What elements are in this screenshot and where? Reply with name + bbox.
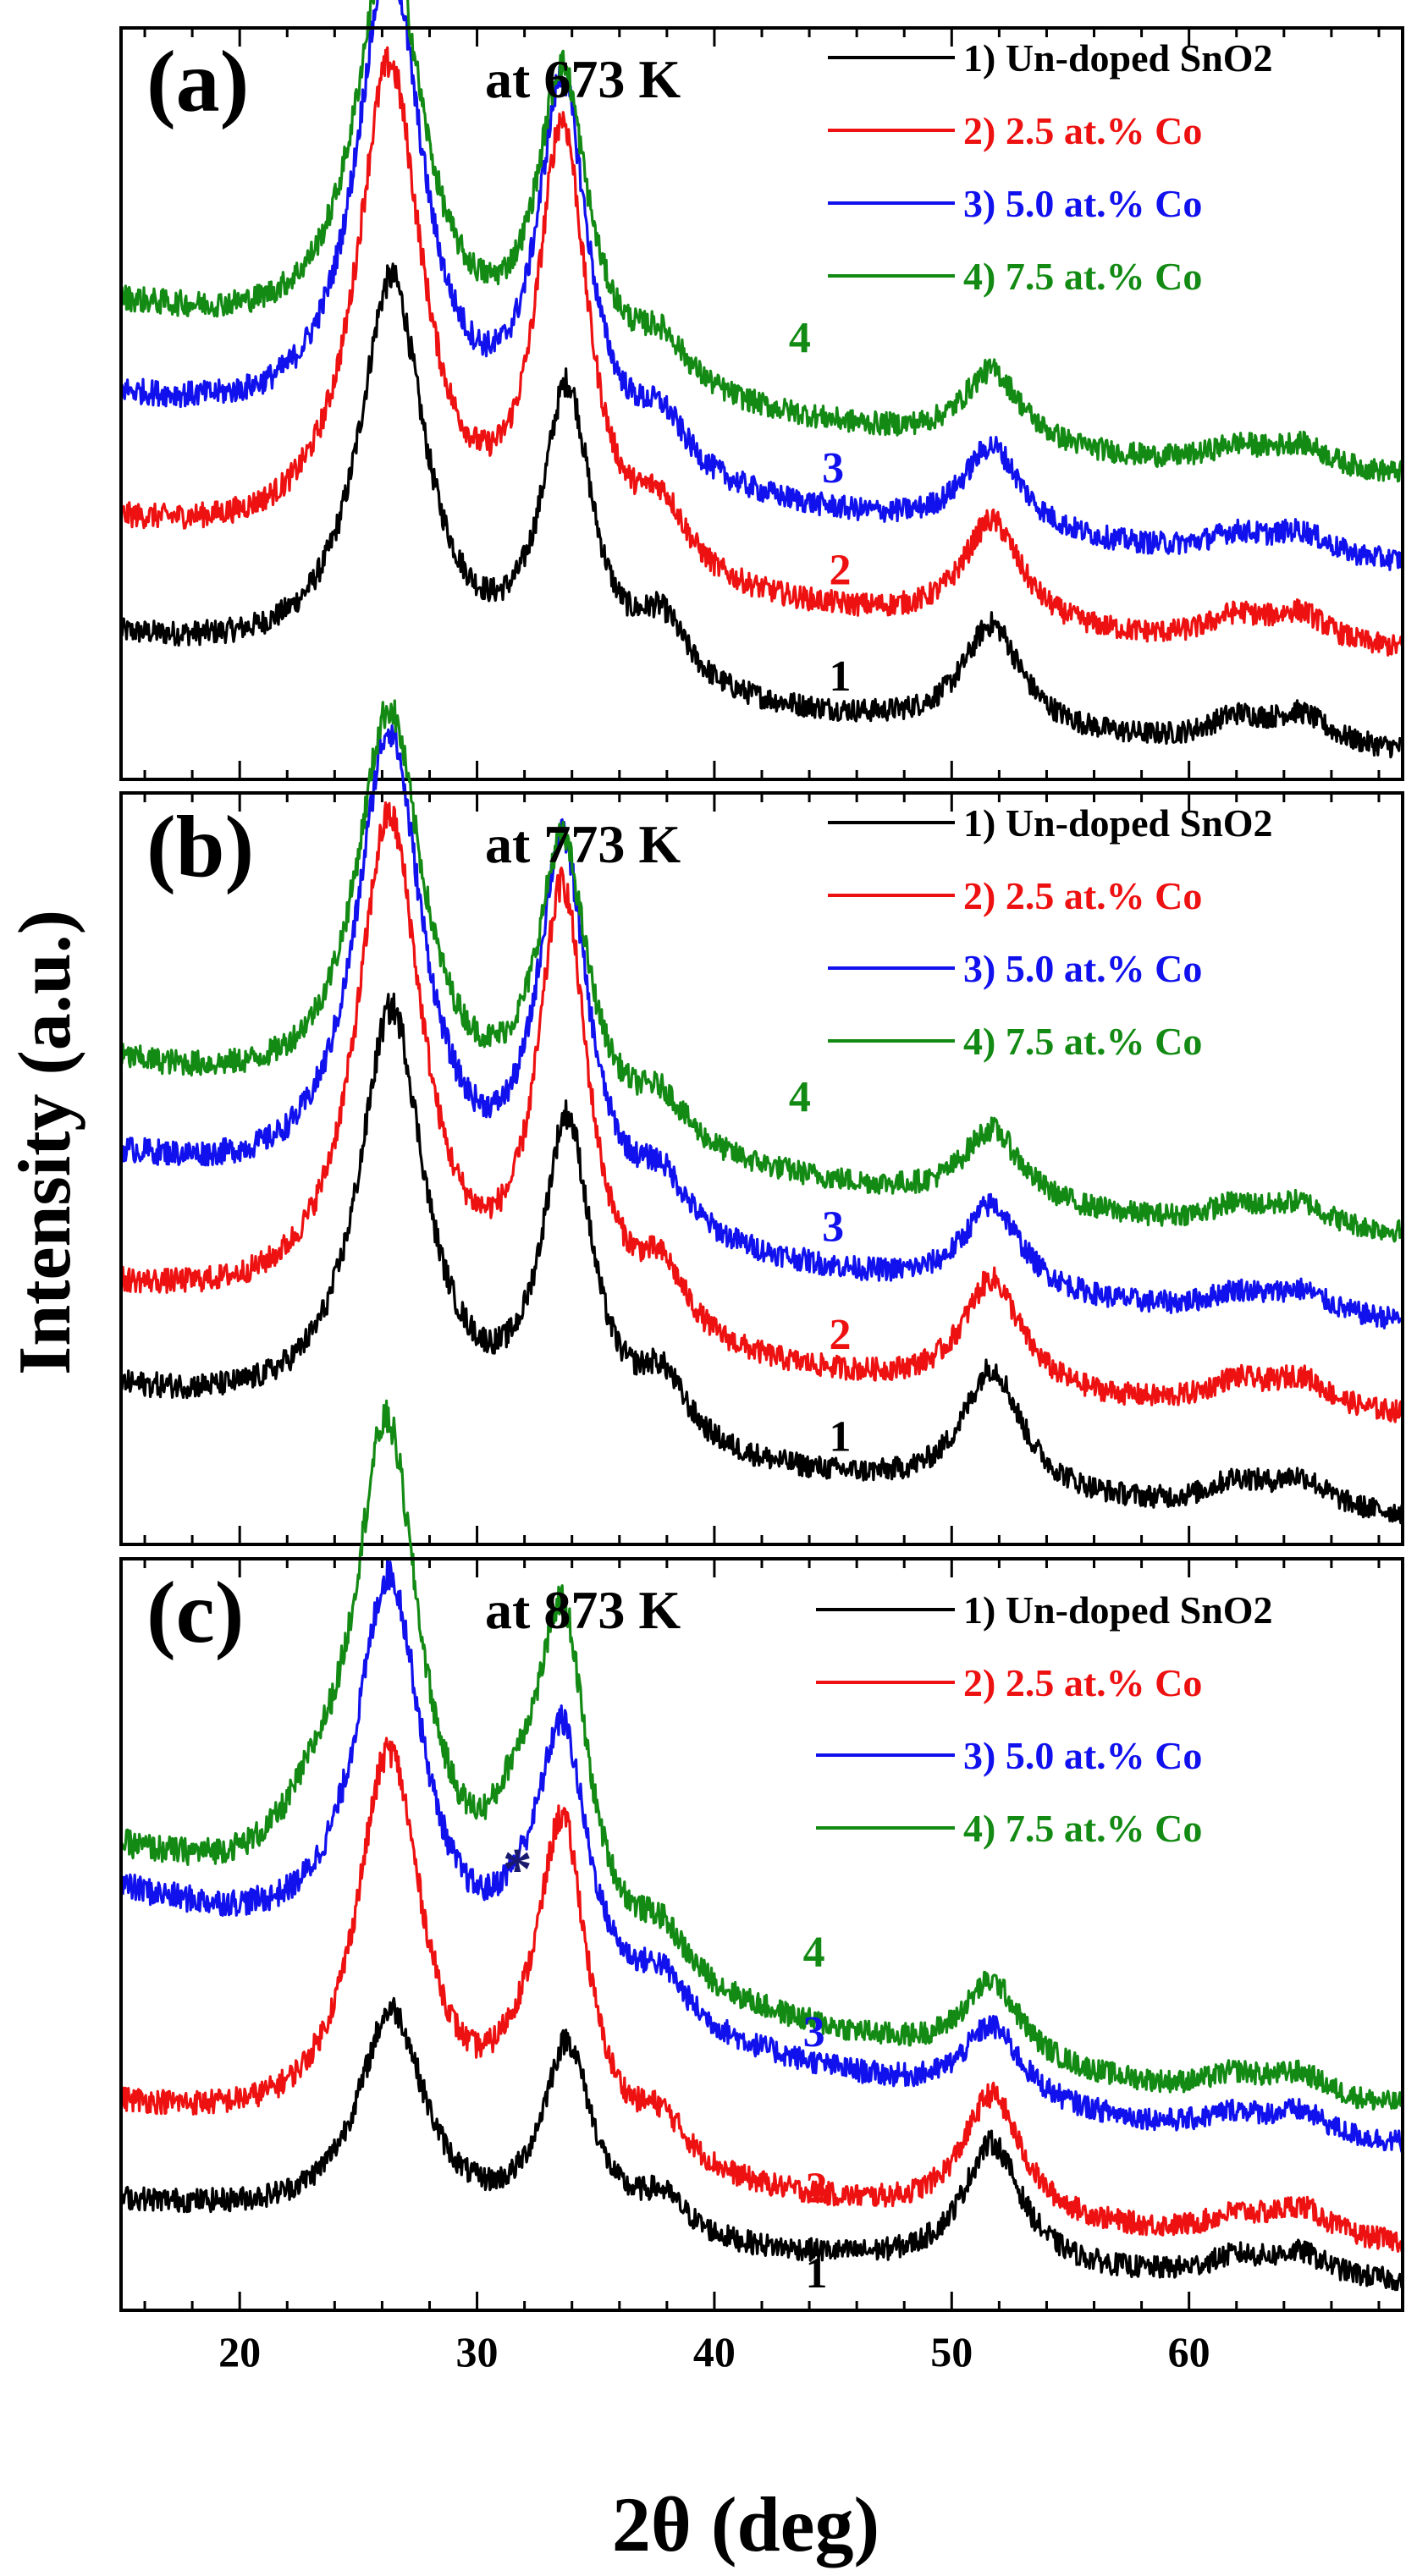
plot-frame	[119, 1557, 1404, 2312]
series-line-2	[119, 801, 1404, 1423]
series-line-4	[119, 0, 1404, 483]
legend-entry-2: 2) 2.5 at.% Co	[963, 109, 1202, 152]
curve-label-3: 3	[822, 444, 844, 493]
panel-c: 20 30 40 50 60 (c) at 873 K 1) Un-doped SnO2 2) …	[119, 1399, 1404, 2375]
impurity-marker: *	[503, 1837, 532, 1902]
panel-label: (a)	[146, 33, 249, 130]
series-line-1	[119, 262, 1403, 759]
x-axis-label: 2θ (deg)	[612, 2481, 879, 2568]
panel-title: at 673 K	[485, 49, 681, 109]
curve-label-1: 1	[830, 1412, 852, 1461]
x-tick-label: 50	[930, 2328, 973, 2375]
legend-entry-3: 3) 5.0 at.% Co	[963, 1734, 1202, 1777]
panel-label: (c)	[146, 1564, 244, 1661]
curve-label-2: 2	[805, 2164, 827, 2212]
curve-label-4: 4	[789, 314, 811, 362]
legend-entry-4: 4) 7.5 at.% Co	[963, 1807, 1202, 1850]
panel-title: at 873 K	[485, 1580, 681, 1640]
series-line-1	[119, 1996, 1404, 2292]
series-line-1	[119, 992, 1404, 1525]
y-axis-label: Intensity (a.u.)	[4, 910, 86, 1375]
series-line-2	[119, 46, 1404, 657]
series-line-3	[119, 723, 1404, 1329]
curve-label-4: 4	[803, 1928, 825, 1976]
curve-label-1: 1	[830, 652, 852, 701]
series-line-2	[119, 1737, 1404, 2253]
legend-entry-4: 4) 7.5 at.% Co	[963, 255, 1202, 298]
panel-b: (b) at 773 K 1) Un-doped SnO2 2) 2.5 at.% C…	[119, 699, 1404, 1546]
legend-entry-2: 2) 2.5 at.% Co	[963, 874, 1202, 917]
series-line-4	[119, 699, 1404, 1243]
series-line-3	[119, 1557, 1404, 2154]
legend-entry-4: 4) 7.5 at.% Co	[963, 1020, 1202, 1063]
curve-label-3: 3	[803, 2008, 825, 2056]
panel-title: at 773 K	[485, 814, 681, 874]
legend-entry-1: 1) Un-doped SnO2	[963, 1588, 1273, 1632]
x-tick-label: 40	[693, 2328, 736, 2375]
legend-entry-1: 1) Un-doped SnO2	[963, 36, 1273, 80]
legend-entry-3: 3) 5.0 at.% Co	[963, 182, 1202, 225]
curve-label-3: 3	[822, 1203, 844, 1252]
x-tick-label: 20	[218, 2328, 261, 2375]
curve-label-2: 2	[830, 546, 852, 594]
x-tick-label: 30	[456, 2328, 499, 2375]
legend-entry-2: 2) 2.5 at.% Co	[963, 1661, 1202, 1704]
curve-label-2: 2	[830, 1311, 852, 1359]
series-line-4	[119, 1399, 1404, 2114]
legend-entry-3: 3) 5.0 at.% Co	[963, 947, 1202, 990]
curve-label-1: 1	[805, 2249, 827, 2298]
panel-label: (b)	[146, 798, 254, 895]
series-line-3	[119, 0, 1404, 571]
x-tick-label: 60	[1168, 2328, 1210, 2375]
curve-label-4: 4	[789, 1073, 811, 1121]
panel-a: (a) at 673 K 1) Un-doped SnO2 2) 2.5 at.% C…	[119, 0, 1404, 781]
legend-entry-1: 1) Un-doped SnO2	[963, 801, 1273, 845]
